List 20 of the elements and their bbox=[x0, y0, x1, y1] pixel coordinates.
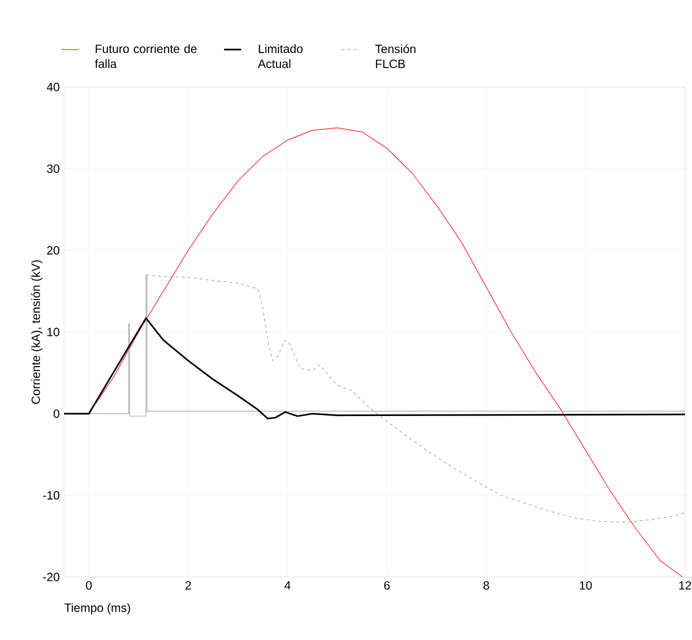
y-tick-label: 0 bbox=[54, 409, 60, 418]
legend-label: Futuro corriente de falla bbox=[94, 44, 197, 68]
x-tick-label: 10 bbox=[580, 581, 592, 590]
x-tick-label: 0 bbox=[86, 581, 92, 590]
y-tick-label: -10 bbox=[43, 491, 60, 500]
legend-label: Limitado Actual bbox=[258, 44, 303, 68]
x-tick-label: 6 bbox=[384, 581, 390, 590]
y-axis-title: Corriente (kA), tensión (kV) bbox=[31, 260, 42, 404]
x-tick-label: 8 bbox=[483, 581, 490, 590]
x-axis-title: Tiempo (ms) bbox=[64, 603, 130, 614]
y-tick-label: 40 bbox=[46, 82, 60, 92]
x-tick-label: 4 bbox=[284, 581, 291, 590]
x-tick-label: 2 bbox=[185, 581, 191, 590]
y-tick-label: 10 bbox=[47, 328, 60, 336]
line-series bbox=[64, 317, 686, 420]
x-tick-label: 12 bbox=[679, 581, 692, 590]
y-tick-label: 20 bbox=[47, 246, 60, 255]
legend-label: Tensión FLCB bbox=[375, 44, 416, 68]
y-tick-label: -20 bbox=[43, 572, 60, 582]
y-tick-label: 30 bbox=[46, 164, 60, 173]
